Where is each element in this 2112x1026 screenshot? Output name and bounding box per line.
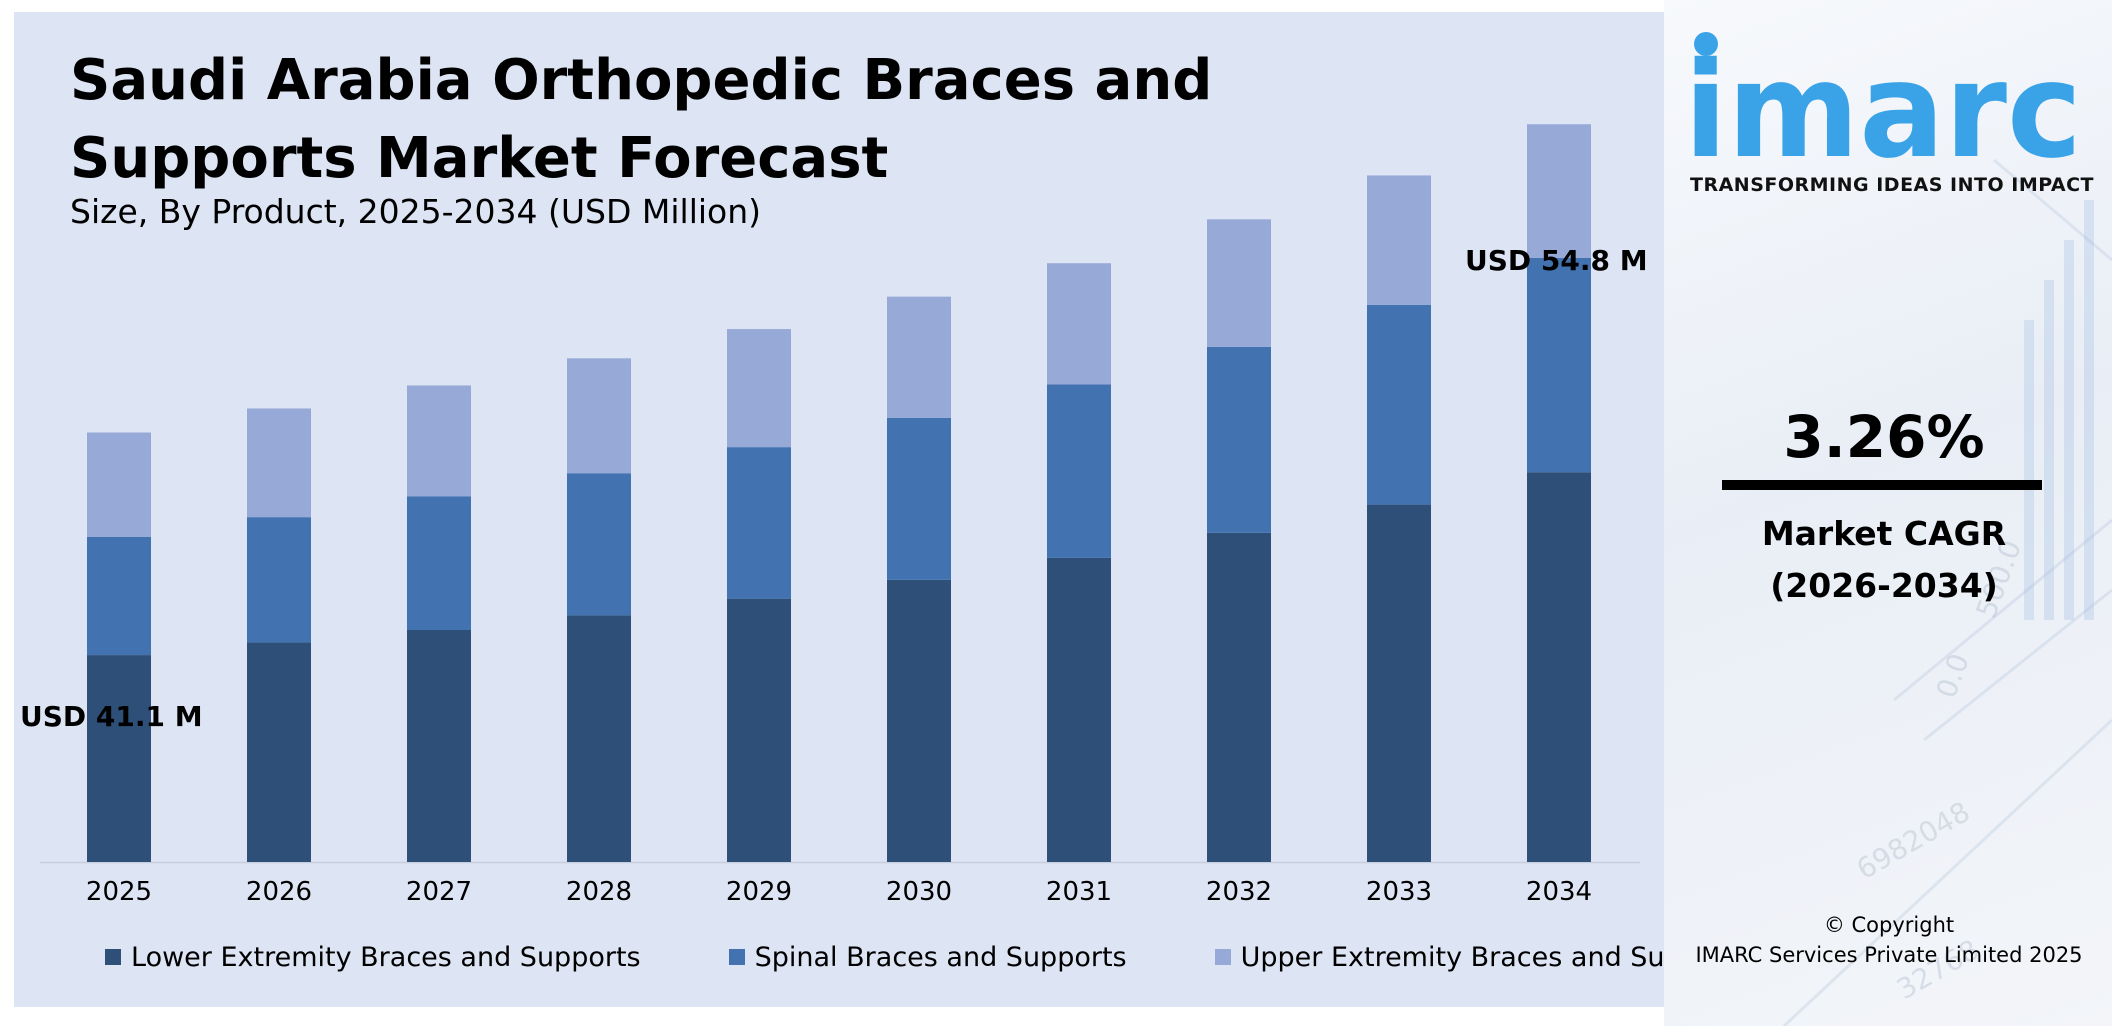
bar-segment-2029-series-0 [727, 598, 791, 862]
copyright-notice: © Copyright IMARC Services Private Limit… [1664, 910, 2112, 970]
bar-segment-2032-series-1 [1207, 346, 1271, 533]
cagr-divider [1722, 480, 2042, 490]
cagr-label-line2: (2026-2034) [1770, 566, 1998, 605]
chart-title: Saudi Arabia Orthopedic Braces and Suppo… [70, 48, 1213, 191]
legend-item-lower-extremity: Lower Extremity Braces and Supports [105, 942, 641, 973]
decorative-background-graphic: 0.0 500.0 6982048 32768 [1782, 158, 2112, 1026]
x-tick-label-2030: 2030 [885, 877, 953, 907]
x-tick-label-2029: 2029 [725, 877, 793, 907]
bar-segment-2025-series-1 [87, 537, 151, 656]
cagr-label-line1: Market CAGR [1761, 514, 2007, 553]
cagr-label: Market CAGR (2026-2034) [1664, 508, 2104, 612]
logo-tagline: TRANSFORMING IDEAS INTO IMPACT [1690, 174, 2095, 196]
bar-segment-2025-series-2 [87, 432, 151, 538]
x-tick-label-2034: 2034 [1525, 877, 1593, 907]
bar-segment-2031-series-0 [1047, 557, 1111, 862]
first-bar-total-label: USD 41.1 M [20, 700, 203, 733]
bar-segment-2033-series-2 [1367, 175, 1431, 306]
x-tick-label-2032: 2032 [1205, 877, 1273, 907]
logo-wordmark: imarc [1684, 34, 2082, 168]
bar-segment-2033-series-1 [1367, 305, 1431, 505]
bar-segment-2025-series-0 [87, 655, 151, 862]
bar-segment-2026-series-0 [247, 642, 311, 862]
svg-text:0.0: 0.0 [1930, 649, 1976, 702]
bar-segment-2029-series-2 [727, 329, 791, 448]
legend-item-spinal: Spinal Braces and Supports [728, 941, 1127, 973]
bar-segment-2028-series-1 [567, 473, 631, 616]
bar-segment-2031-series-2 [1047, 263, 1111, 385]
legend-swatch-upper-extremity [1214, 949, 1231, 965]
bar-segment-2030-series-1 [887, 417, 951, 580]
legend-swatch-lower-extremity [105, 949, 121, 965]
bar-segment-2032-series-2 [1207, 219, 1271, 347]
x-tick-label-2028: 2028 [565, 877, 633, 907]
svg-text:6982048: 6982048 [1851, 795, 1975, 886]
bar-segment-2026-series-2 [247, 408, 311, 518]
legend-label: Lower Extremity Braces and Supports [131, 941, 641, 973]
bar-segment-2028-series-0 [567, 615, 631, 862]
bar-segment-2032-series-0 [1207, 532, 1271, 862]
bar-segment-2034-series-0 [1527, 472, 1591, 862]
bar-segment-2034-series-1 [1527, 257, 1591, 473]
x-tick-label-2025: 2025 [85, 877, 153, 907]
cagr-value: 3.26% [1783, 403, 1985, 471]
bar-segment-2028-series-2 [567, 358, 631, 474]
stacked-bar-chart [40, 124, 1640, 864]
x-tick-label-2027: 2027 [405, 877, 473, 907]
bar-segment-2030-series-2 [887, 296, 951, 418]
logo-dot-icon [1694, 32, 1718, 56]
imarc-logo: imarc [1684, 32, 2082, 168]
copyright-line2: IMARC Services Private Limited 2025 [1695, 943, 2083, 967]
bar-segment-2034-series-2 [1527, 124, 1591, 258]
legend-swatch-spinal [728, 949, 745, 965]
chart-subtitle: Size, By Product, 2025-2034 (USD Million… [70, 192, 762, 231]
bar-segment-2026-series-1 [247, 517, 311, 643]
copyright-line1: © Copyright [1823, 913, 1955, 937]
chart-legend: Lower Extremity Braces and Supports Spin… [105, 940, 1839, 974]
bar-segment-2033-series-0 [1367, 504, 1431, 862]
sidebar-panel: 0.0 500.0 6982048 32768 imarc TRANSFORMI… [1664, 0, 2112, 1026]
bar-segment-2027-series-0 [407, 630, 471, 862]
bar-segment-2027-series-1 [407, 496, 471, 631]
bar-segment-2027-series-2 [407, 385, 471, 497]
x-tick-label-2031: 2031 [1045, 877, 1113, 907]
x-tick-label-2026: 2026 [245, 877, 313, 907]
bar-segment-2029-series-1 [727, 447, 791, 599]
bar-segment-2031-series-1 [1047, 384, 1111, 558]
bar-segment-2030-series-0 [887, 579, 951, 862]
last-bar-total-label: USD 54.8 M [1465, 244, 1648, 277]
legend-label: Spinal Braces and Supports [754, 941, 1127, 973]
x-tick-label-2033: 2033 [1365, 877, 1433, 907]
